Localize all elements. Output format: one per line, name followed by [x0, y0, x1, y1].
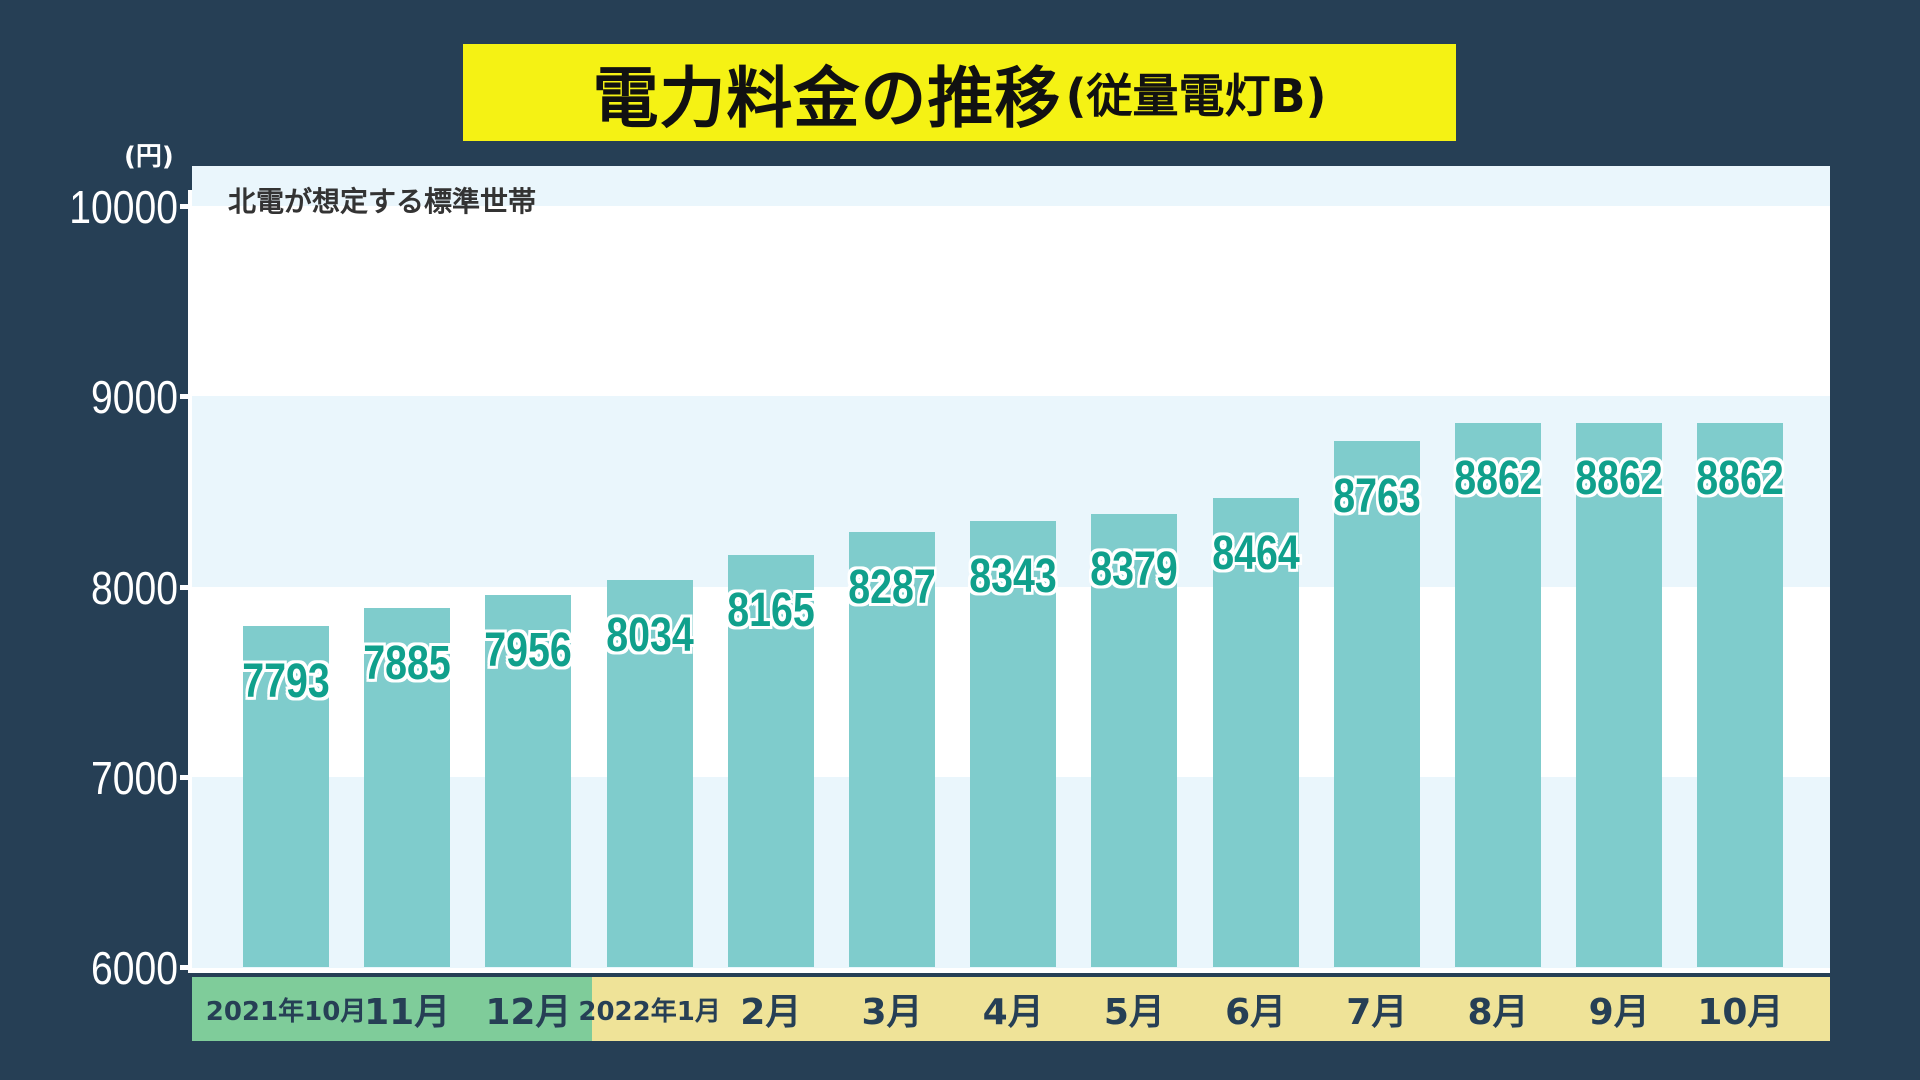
bar [243, 625, 329, 967]
x-tick-label: 10月 [1697, 992, 1784, 1033]
bar [849, 531, 935, 967]
y-tick-mark [180, 584, 190, 590]
y-tick-mark [180, 774, 190, 780]
y-tick-mark [180, 965, 190, 970]
x-axis-line [188, 968, 1830, 973]
x-tick-label: 7月 [1346, 992, 1408, 1033]
x-tick-label: 5月 [1103, 992, 1165, 1033]
bar [1576, 422, 1663, 967]
y-tick-label: 8000 [91, 561, 178, 614]
x-tick-label: 2021年10月 [205, 996, 367, 1027]
chart-subtitle: 北電が想定する標準世帯 [228, 185, 537, 218]
chart-title-sub: (従量電灯B) [1065, 68, 1327, 123]
bar-value-label: 8343 [969, 550, 1057, 604]
plot-area: 北電が想定する標準世帯 7793 7885 7956 8034 8165 8287 8343… [192, 166, 1830, 970]
bar [1697, 422, 1784, 967]
chart-title-main: 電力料金の推移 [592, 59, 1062, 137]
bar [485, 594, 572, 967]
bar-value-label: 8862 [1454, 451, 1542, 505]
x-tick-label: 9月 [1588, 992, 1650, 1033]
bar-value-label: 7885 [363, 637, 451, 691]
y-tick-mark [180, 204, 190, 209]
x-tick-label: 2月 [740, 992, 802, 1033]
bar-value-label: 8464 [1211, 527, 1300, 581]
y-tick-label: 10000 [69, 181, 178, 233]
x-tick-label: 11月 [364, 992, 451, 1033]
y-axis-line [188, 190, 192, 972]
bar [1455, 422, 1541, 967]
x-tick-label: 8月 [1467, 992, 1529, 1033]
grid-band [192, 206, 1830, 397]
x-tick-label: 3月 [861, 992, 923, 1033]
bar [1212, 498, 1299, 967]
x-tick-label: 4月 [982, 992, 1044, 1033]
x-tick-label: 2022年1月 [578, 996, 721, 1027]
bar-value-label: 8763 [1333, 470, 1421, 524]
x-tick-label: 6月 [1225, 992, 1287, 1033]
chart-title: 電力料金の推移 (従量電灯B) [463, 44, 1456, 141]
bar [727, 555, 814, 967]
y-tick-mark [180, 394, 190, 400]
bar-value-label: 7793 [242, 654, 330, 708]
y-tick-label: 6000 [91, 942, 178, 994]
bar-value-label: 8287 [848, 560, 936, 614]
bar-value-label: 7956 [484, 623, 573, 677]
y-axis-unit-label: (円) [124, 142, 174, 172]
x-axis-band-2021 [192, 977, 592, 1041]
bar [1333, 441, 1420, 967]
bar-value-label: 8165 [727, 584, 815, 638]
y-tick-label: 7000 [91, 751, 178, 804]
bar [364, 608, 451, 967]
bar [606, 580, 693, 967]
x-axis-band-2022 [592, 977, 1830, 1041]
x-tick-label: 12月 [485, 992, 572, 1033]
bar [1091, 514, 1178, 967]
bar-value-label: 8034 [605, 609, 694, 663]
y-tick-label: 9000 [91, 371, 178, 424]
bar-value-label: 8379 [1090, 543, 1179, 597]
bar [970, 521, 1057, 967]
bar-value-label: 8862 [1696, 451, 1785, 505]
bar-value-label: 8862 [1575, 451, 1663, 505]
